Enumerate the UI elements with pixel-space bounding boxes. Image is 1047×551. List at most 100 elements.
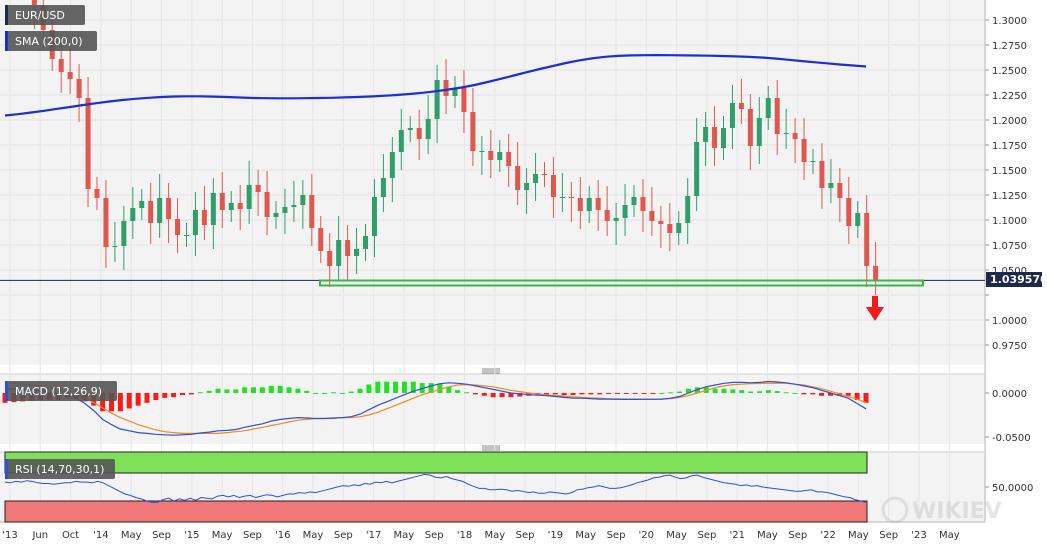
candle-body — [157, 198, 163, 223]
candle-body — [130, 208, 136, 221]
candle-body — [273, 213, 279, 217]
x-tick-label: Sep — [334, 530, 353, 541]
macd-histogram-bar — [464, 392, 470, 394]
macd-histogram-bar — [286, 387, 292, 393]
candle-body — [416, 128, 422, 139]
macd-histogram-bar — [508, 392, 514, 398]
macd-histogram-bar — [295, 388, 301, 393]
price-tick-label: 1.1250 — [992, 191, 1027, 202]
candle-body — [291, 205, 297, 207]
macd-histogram-bar — [109, 392, 115, 412]
macd-histogram-bar — [677, 391, 683, 393]
macd-histogram-bar — [268, 385, 274, 393]
macd-histogram-bar — [135, 392, 141, 406]
macd-badge[interactable]: MACD (12,26,9) — [5, 381, 117, 401]
price-panel-bg — [0, 0, 985, 365]
macd-histogram-bar — [623, 392, 629, 394]
macd-histogram-bar — [650, 392, 656, 394]
macd-resize-handle[interactable] — [482, 368, 500, 374]
macd-histogram-bar — [774, 391, 780, 393]
x-tick-label: Sep — [697, 530, 716, 541]
macd-histogram-bar — [153, 392, 159, 400]
candle-body — [810, 161, 816, 162]
macd-histogram-bar — [393, 381, 399, 393]
macd-histogram-bar — [304, 390, 310, 393]
candle-body — [774, 98, 780, 134]
macd-histogram-bar — [339, 392, 345, 394]
x-tick-label: May — [121, 530, 142, 541]
candle-body — [524, 183, 530, 190]
candle-body — [192, 210, 198, 235]
candle-body — [201, 210, 207, 225]
x-tick-label: May — [666, 530, 687, 541]
rsi-resize-handle[interactable] — [482, 445, 500, 451]
x-tick-label: Sep — [516, 530, 535, 541]
candle-body — [488, 151, 494, 160]
x-tick-label: '23 — [911, 530, 926, 541]
macd-histogram-bar — [375, 381, 381, 393]
candle-body — [819, 161, 825, 188]
candle-body — [31, 0, 37, 5]
macd-histogram-bar — [552, 392, 558, 395]
sma-badge[interactable]: SMA (200,0) — [5, 31, 97, 51]
macd-histogram-bar — [100, 392, 106, 412]
macd-histogram-bar — [854, 392, 860, 400]
macd-signal-line — [4, 381, 867, 434]
watermark-text: WIKIEV — [912, 499, 1002, 524]
x-tick-label: '19 — [548, 530, 563, 541]
x-tick-label: May — [303, 530, 324, 541]
macd-histogram-bar — [144, 392, 150, 403]
candle-body — [371, 197, 377, 236]
watermark-logo: WIKIEV — [881, 496, 1002, 524]
candle-body — [864, 213, 870, 266]
candle-body — [747, 109, 753, 146]
x-tick-label: May — [394, 530, 415, 541]
macd-tick-label: -0.0500 — [992, 433, 1031, 444]
candle-body — [336, 240, 342, 266]
macd-histogram-bar — [801, 392, 807, 395]
candle-body — [470, 112, 476, 151]
candle-body — [542, 174, 547, 175]
macd-histogram-bar — [322, 392, 328, 394]
candle-body — [282, 207, 288, 213]
macd-histogram-bar — [180, 392, 186, 396]
candle-body — [309, 195, 315, 228]
macd-histogram-bar — [827, 392, 833, 396]
candle-body — [613, 218, 619, 221]
symbol-badge[interactable]: EUR/USD — [5, 5, 85, 25]
macd-histogram-bar — [410, 381, 416, 393]
candle-body — [255, 185, 261, 192]
macd-histogram-bar — [428, 383, 434, 393]
candle-body — [703, 127, 709, 142]
candle-body — [175, 219, 181, 235]
macd-histogram-bar — [277, 385, 283, 393]
macd-histogram-bar — [597, 392, 603, 395]
macd-histogram-bar — [117, 392, 123, 412]
candle-body — [595, 198, 601, 210]
candle-body — [550, 175, 556, 197]
macd-histogram-bar — [561, 392, 567, 396]
candle-body — [801, 139, 807, 162]
macd-histogram-bar — [481, 392, 487, 396]
x-tick-label: Sep — [788, 530, 807, 541]
x-tick-label: Jun — [31, 530, 48, 541]
macd-histogram-bar — [233, 389, 239, 393]
macd-badge-label: MACD (12,26,9) — [15, 385, 102, 398]
rsi-badge-label: RSI (14,70,30,1) — [15, 463, 104, 476]
candle-body — [506, 152, 512, 166]
macd-histogram-bar — [490, 392, 496, 398]
macd-histogram-bar — [215, 388, 221, 393]
macd-histogram-bar — [188, 392, 194, 395]
candle-body — [568, 197, 574, 198]
candle-body — [246, 185, 252, 209]
macd-histogram-bar — [606, 392, 612, 394]
last-price-badge — [986, 272, 1042, 287]
candle-body — [300, 195, 306, 205]
axis-layer: 0.9750 1.0000 1.0500 1.0750 1.1000 1.1250 1.15… — [2, 16, 1033, 541]
macd-histogram-bar — [792, 392, 798, 394]
candle-body — [363, 236, 368, 249]
sma200-line — [4, 53, 867, 117]
rsi-badge[interactable]: RSI (14,70,30,1) — [5, 459, 115, 479]
macd-histogram-bar — [748, 391, 754, 393]
candle-body — [792, 133, 798, 139]
